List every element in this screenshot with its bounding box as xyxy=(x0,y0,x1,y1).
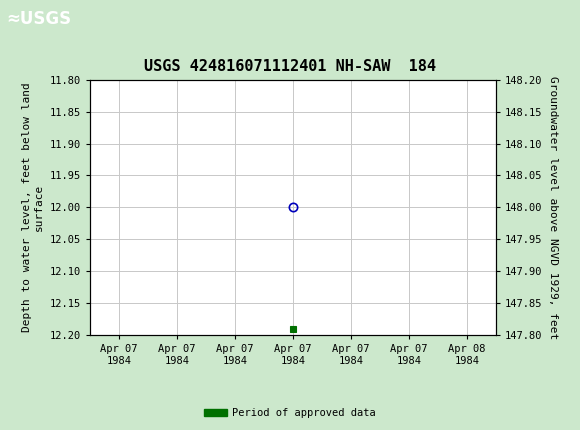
Text: ≈USGS: ≈USGS xyxy=(6,10,71,28)
Legend: Period of approved data: Period of approved data xyxy=(200,404,380,423)
Y-axis label: Groundwater level above NGVD 1929, feet: Groundwater level above NGVD 1929, feet xyxy=(548,76,558,339)
Y-axis label: Depth to water level, feet below land
surface: Depth to water level, feet below land su… xyxy=(23,83,44,332)
Text: USGS 424816071112401 NH-SAW  184: USGS 424816071112401 NH-SAW 184 xyxy=(144,59,436,74)
